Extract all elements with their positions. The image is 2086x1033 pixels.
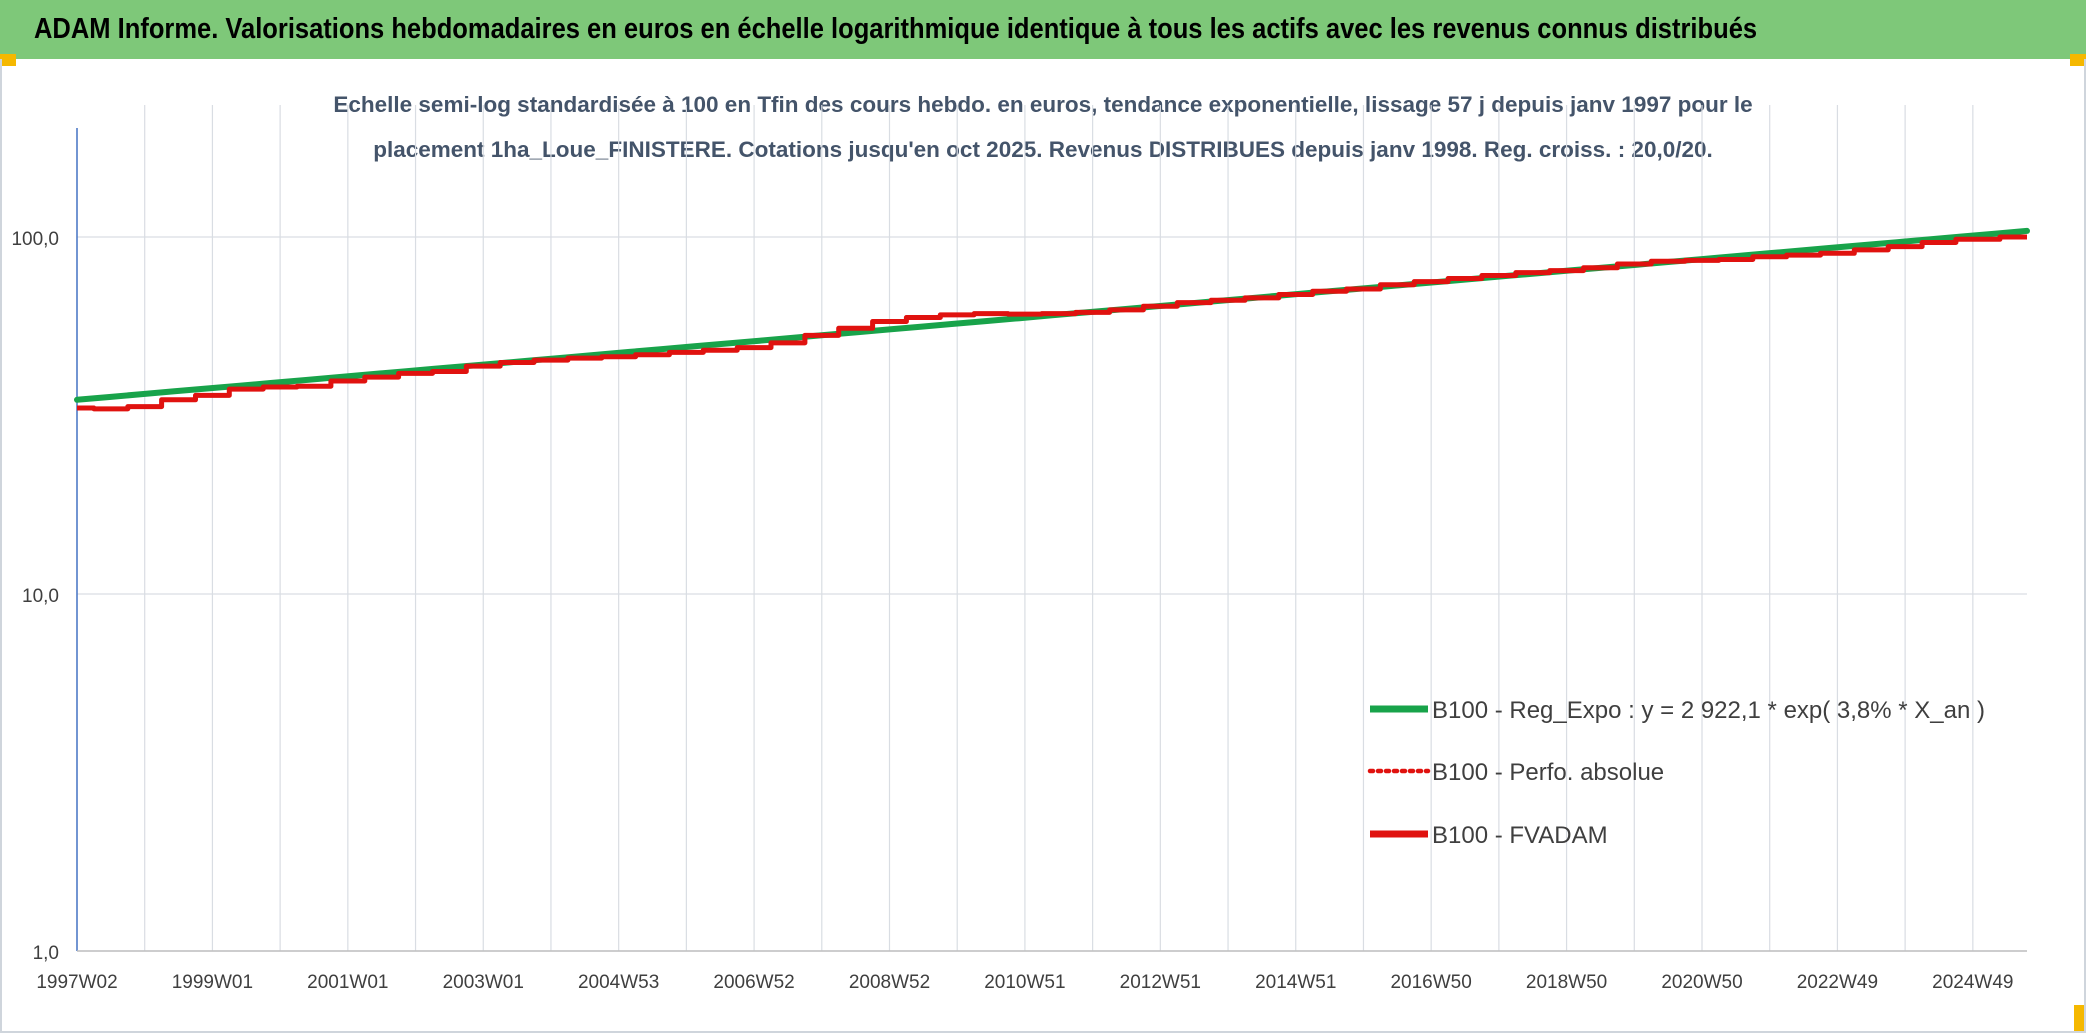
grid-layer [76, 105, 2027, 952]
x-tick-label: 2016W50 [1390, 972, 1471, 993]
legend-label: B100 - FVADAM [1432, 822, 1608, 849]
y-tick-label: 10,0 [22, 586, 59, 607]
header-title: ADAM Informe. Valorisations hebdomadaire… [34, 13, 1758, 45]
x-tick-label: 1999W01 [172, 972, 253, 993]
x-tick-label: 2012W51 [1120, 972, 1201, 993]
corner-mark-bottom-right [2074, 1005, 2086, 1033]
chart-title-line-2: placement 1ha_Loue_FINISTERE. Cotations … [373, 137, 1713, 162]
legend-label: B100 - Perfo. absolue [1432, 759, 1664, 786]
y-tick-label: 1,0 [33, 943, 59, 964]
x-tick-label: 2022W49 [1797, 972, 1878, 993]
corner-mark-left [0, 54, 16, 66]
x-tick-label: 2003W01 [443, 972, 524, 993]
x-tick-label: 2014W51 [1255, 972, 1336, 993]
legend: B100 - Reg_Expo : y = 2 922,1 * exp( 3,8… [1367, 697, 1985, 849]
x-tick-label: 2024W49 [1932, 972, 2013, 993]
x-tick-label: 2010W51 [984, 972, 1065, 993]
chart-frame [0, 59, 2086, 1033]
x-tick-label: 2018W50 [1526, 972, 1607, 993]
y-tick-label: 100,0 [11, 229, 59, 250]
header-bar: ADAM Informe. Valorisations hebdomadaire… [0, 0, 2086, 59]
x-tick-label: 2008W52 [849, 972, 930, 993]
series-layer [74, 227, 2030, 412]
x-tick-label: 2006W52 [713, 972, 794, 993]
chart-title-line-1: Echelle semi-log standardisée à 100 en T… [333, 92, 1752, 117]
legend-label: B100 - Reg_Expo : y = 2 922,1 * exp( 3,8… [1432, 697, 1985, 724]
x-tick-label: 2004W53 [578, 972, 659, 993]
x-tick-label: 2020W50 [1661, 972, 1742, 993]
tick-label-layer: 1,0 10,0 100,0 1997W02 1999W01 2001W01 2003W01… [11, 229, 2013, 993]
corner-mark-right [2070, 54, 2086, 66]
x-tick-label: 1997W02 [36, 972, 117, 993]
x-tick-label: 2001W01 [307, 972, 388, 993]
series-fvadam-line [77, 234, 2027, 412]
